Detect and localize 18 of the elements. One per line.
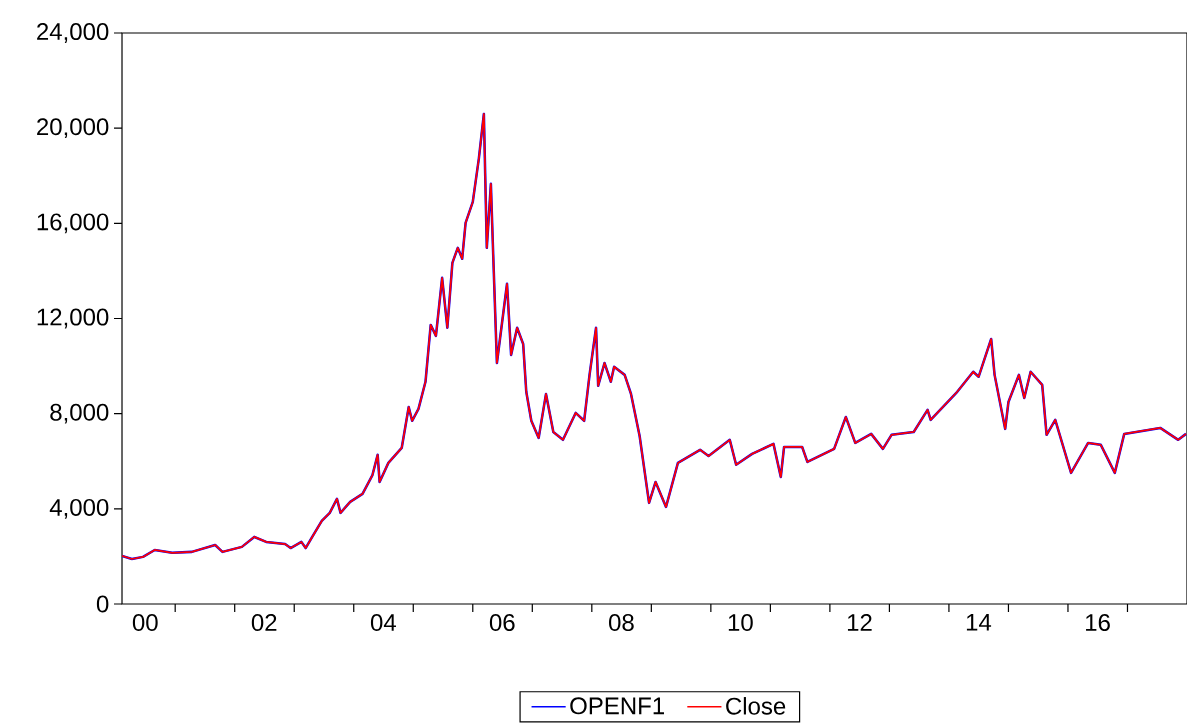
y-tick-label: 4,000 [49, 498, 109, 519]
y-tick-label: 0 [96, 595, 109, 613]
y-tick-label: 8,000 [50, 403, 109, 424]
x-tick-label: 16 [1086, 614, 1110, 632]
x-tick-label: 00 [132, 614, 158, 632]
x-tick-label: 04 [370, 614, 396, 632]
legend-label: OPENF1 [570, 697, 664, 715]
x-tick-label: 06 [489, 614, 515, 632]
x-tick-label: 08 [609, 614, 634, 632]
x-tick-label: 10 [728, 614, 753, 632]
y-tick-label: 24,000 [37, 23, 109, 43]
y-tick-label: 16,000 [37, 213, 109, 234]
y-tick-label: 20,000 [37, 118, 109, 139]
y-tick-label: 12,000 [37, 308, 109, 329]
x-tick-label: 14 [966, 614, 992, 631]
x-tick-label: 12 [847, 614, 872, 631]
legend-label: Close [726, 697, 786, 715]
x-tick-label: 02 [251, 614, 277, 632]
